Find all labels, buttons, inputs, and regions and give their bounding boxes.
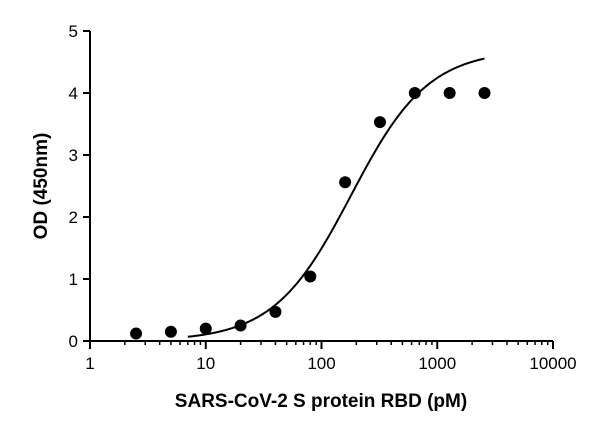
x-axis: 1 10 100 1000 10000 [85,340,577,373]
y-tick-label: 5 [69,22,78,41]
y-axis-title: OD (450nm) [31,133,52,240]
data-point [478,87,491,99]
y-tick-label: 4 [69,84,78,103]
data-point [443,87,456,99]
fit-curve [187,57,485,338]
data-point [199,322,212,335]
x-tick-label: 1 [85,354,94,373]
y-axis-ticks: 0 1 2 3 4 5 [69,22,90,351]
data-point [269,305,282,318]
x-tick-label: 10 [196,354,215,373]
data-point [304,270,317,283]
x-axis-title: SARS-CoV-2 S protein RBD (pM) [175,391,467,412]
y-tick-label: 2 [69,208,78,227]
data-point [408,87,421,99]
y-axis: 0 1 2 3 4 5 [69,22,91,351]
data-point [164,325,177,338]
data-point [234,319,247,332]
y-tick-label: 3 [69,146,78,165]
data-points [130,87,491,340]
data-point [339,176,352,189]
data-point [130,327,143,340]
x-tick-label: 100 [307,354,335,373]
y-tick-label: 0 [69,332,78,351]
x-tick-label: 1000 [418,354,456,373]
x-tick-label: 10000 [529,354,576,373]
data-point [373,116,386,129]
y-tick-label: 1 [69,270,78,289]
x-axis-ticks: 1 10 100 1000 10000 [85,341,577,373]
